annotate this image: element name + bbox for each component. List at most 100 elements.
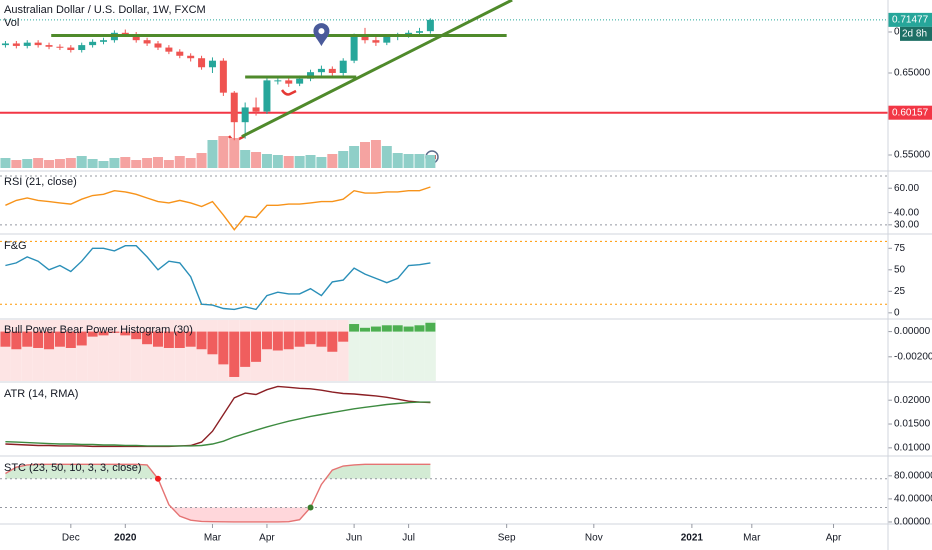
indicator-line: [5, 401, 431, 447]
candle-body: [328, 68, 336, 73]
candle-body: [100, 40, 108, 42]
pane: [0, 240, 888, 311]
volume-bar: [142, 158, 153, 168]
signal-dot: [154, 475, 161, 482]
candle-body: [383, 36, 391, 43]
volume-bar: [360, 142, 371, 168]
candle-body: [274, 80, 282, 82]
bar-background: [10, 320, 22, 381]
x-tick-label: Jul: [402, 533, 415, 544]
bar-background: [152, 320, 164, 381]
y-tick-label: 0: [894, 307, 900, 318]
y-tick-label: 50: [894, 264, 906, 275]
volume-bar: [349, 146, 360, 168]
volume-bar: [218, 136, 229, 168]
volume-bar: [11, 160, 22, 168]
volume-bar: [240, 150, 251, 168]
bar-background: [54, 320, 66, 381]
y-tick-label: 40.00: [894, 207, 919, 218]
countdown-label: 2d 8h: [902, 29, 927, 40]
candle-body: [372, 40, 380, 43]
bar: [316, 331, 327, 347]
y-tick-label: 80.00000: [894, 470, 932, 481]
x-tick-label: 2021: [681, 533, 704, 544]
volume-bar: [370, 140, 381, 168]
bar-background: [261, 320, 273, 381]
bar: [392, 325, 403, 332]
volume-bar: [87, 159, 98, 168]
candle-body: [143, 40, 151, 44]
candle-body: [426, 19, 434, 32]
volume-bar: [120, 157, 131, 168]
bar-background: [98, 320, 109, 381]
level-fill: [171, 507, 311, 522]
drawing-mark: [280, 89, 297, 96]
indicator-line: [5, 245, 431, 311]
volume-bar: [22, 159, 33, 168]
bar-background: [119, 320, 131, 381]
x-tick-label: Dec: [62, 533, 80, 544]
pane-title: Australian Dollar / U.S. Dollar, 1W, FXC…: [4, 4, 206, 16]
volume-bar: [272, 155, 283, 168]
bar: [174, 331, 185, 348]
volume-bar: [185, 158, 196, 168]
bar: [196, 331, 207, 350]
bar-background: [305, 320, 316, 381]
bar: [261, 331, 272, 350]
pane-title: ATR (14, RMA): [4, 388, 78, 400]
volume-bar: [283, 156, 294, 168]
volume-bar: [403, 154, 414, 168]
volume-bar: [229, 138, 240, 168]
bar: [44, 331, 55, 350]
candle-body: [67, 47, 75, 51]
candle-body: [1, 43, 9, 46]
y-tick-label: 25: [894, 286, 906, 297]
x-tick-label: Jun: [346, 533, 362, 544]
volume-bar: [207, 140, 218, 168]
bar-background: [294, 320, 306, 381]
bar: [425, 322, 436, 332]
trend-line: [241, 0, 513, 138]
y-tick-label: 40.00000: [894, 494, 932, 505]
bar: [272, 331, 283, 351]
bar: [120, 331, 131, 336]
candle-body: [307, 72, 315, 79]
pane-title: RSI (21, close): [4, 176, 77, 188]
volume-bar: [152, 157, 163, 168]
y-tick-label: 0.02000: [894, 395, 931, 406]
volume-bar: [425, 155, 436, 168]
candle-body: [241, 107, 249, 123]
bar-background: [185, 320, 197, 381]
bar-background: [424, 320, 436, 381]
bar: [98, 331, 109, 336]
candle-body: [176, 51, 184, 56]
bar: [185, 331, 196, 347]
volume-bar: [338, 151, 349, 168]
price-badge-label: 0.71477: [892, 15, 929, 26]
bar-background: [381, 320, 393, 381]
y-tick-label: 0.55000: [894, 150, 931, 161]
bar-background: [370, 320, 382, 381]
candle-body: [132, 34, 140, 41]
bar: [207, 331, 218, 355]
x-tick-label: Sep: [498, 533, 516, 544]
bar: [251, 331, 262, 362]
candle-body: [208, 60, 216, 68]
bar: [142, 331, 153, 345]
x-tick-label: Apr: [259, 533, 275, 544]
volume-bar: [294, 156, 305, 168]
bar: [338, 331, 349, 342]
bar-background: [163, 320, 175, 381]
map-pin: [313, 23, 330, 47]
bar: [11, 331, 22, 350]
volume-bar: [98, 161, 109, 168]
signal-dot: [307, 504, 314, 511]
price-badge-label: 0.60157: [892, 107, 929, 118]
volume-bar: [0, 158, 11, 168]
bar: [370, 326, 381, 332]
candle-body: [23, 42, 31, 46]
volume-bar: [414, 154, 425, 168]
bar: [22, 331, 33, 347]
